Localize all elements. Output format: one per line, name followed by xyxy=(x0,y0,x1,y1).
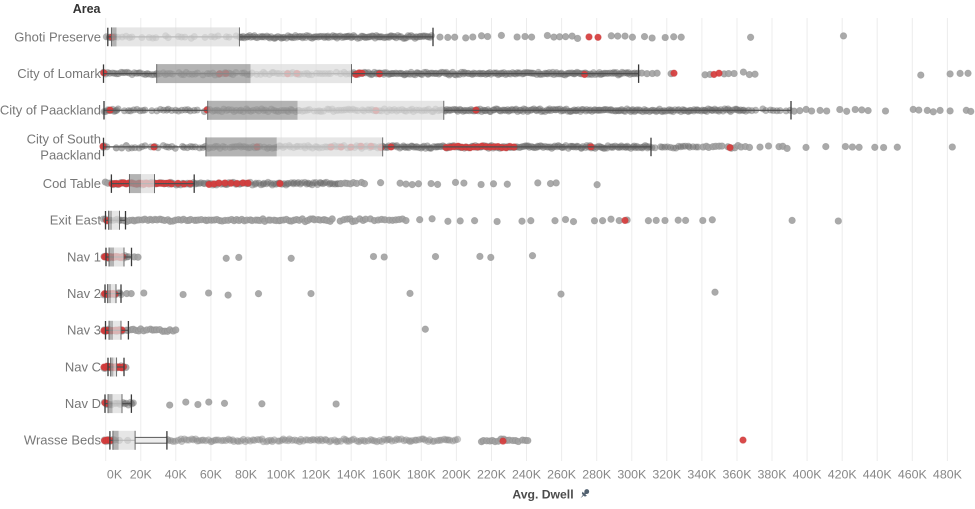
svg-text:480K: 480K xyxy=(933,468,963,482)
svg-text:220K: 220K xyxy=(477,468,507,482)
svg-text:City of Lomark: City of Lomark xyxy=(17,66,101,81)
svg-text:380K: 380K xyxy=(758,468,788,482)
svg-text:160K: 160K xyxy=(372,468,402,482)
svg-text:20K: 20K xyxy=(130,468,153,482)
svg-text:80K: 80K xyxy=(235,468,258,482)
svg-text:260K: 260K xyxy=(547,468,577,482)
svg-text:Nav 3: Nav 3 xyxy=(67,323,101,338)
svg-text:140K: 140K xyxy=(337,468,367,482)
svg-text:280K: 280K xyxy=(582,468,612,482)
svg-text:180K: 180K xyxy=(407,468,437,482)
svg-text:60K: 60K xyxy=(200,468,223,482)
svg-text:420K: 420K xyxy=(828,468,858,482)
svg-text:240K: 240K xyxy=(512,468,542,482)
svg-text:City of South: City of South xyxy=(27,131,101,146)
svg-text:Area: Area xyxy=(73,2,102,16)
svg-text:340K: 340K xyxy=(687,468,717,482)
svg-text:Wrasse Beds: Wrasse Beds xyxy=(24,433,102,448)
svg-text:360K: 360K xyxy=(723,468,753,482)
svg-text:Avg. Dwell: Avg. Dwell xyxy=(512,488,573,502)
svg-text:Exit East: Exit East xyxy=(50,213,102,228)
svg-text:Nav C: Nav C xyxy=(65,359,101,374)
svg-text:120K: 120K xyxy=(302,468,332,482)
svg-text:Paackland: Paackland xyxy=(40,147,101,162)
svg-text:300K: 300K xyxy=(617,468,647,482)
svg-text:400K: 400K xyxy=(793,468,823,482)
svg-text:Nav 2: Nav 2 xyxy=(67,286,101,301)
svg-text:440K: 440K xyxy=(863,468,893,482)
svg-text:Ghoti Preserve: Ghoti Preserve xyxy=(14,29,101,44)
svg-text:Cod Table: Cod Table xyxy=(43,176,101,191)
svg-text:City of Paackland: City of Paackland xyxy=(0,103,101,118)
svg-text:460K: 460K xyxy=(898,468,928,482)
svg-text:40K: 40K xyxy=(165,468,188,482)
svg-text:320K: 320K xyxy=(652,468,682,482)
svg-text:100K: 100K xyxy=(267,468,297,482)
svg-text:200K: 200K xyxy=(442,468,472,482)
svg-text:Nav D: Nav D xyxy=(65,396,101,411)
svg-text:0K: 0K xyxy=(107,468,123,482)
svg-text:Nav 1: Nav 1 xyxy=(67,249,101,264)
